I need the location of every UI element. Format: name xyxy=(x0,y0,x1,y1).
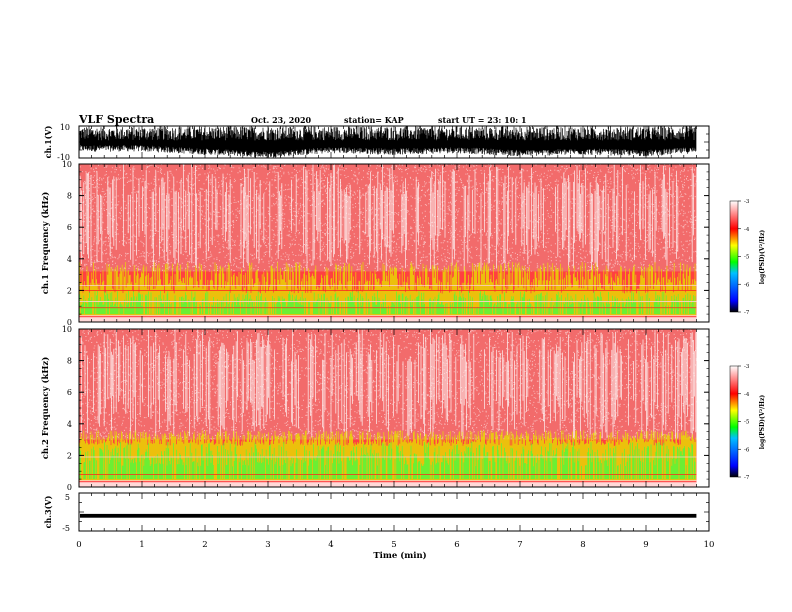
ytick-label: 2 xyxy=(67,451,72,460)
date-label: Oct. 23, 2020 xyxy=(251,115,312,125)
xtick-label: 8 xyxy=(580,540,585,550)
ytick-label: 4 xyxy=(67,420,72,429)
spectrogram-ch2-panel: 0 2 4 6 8 10 ch.2 Frequency (kHz) xyxy=(40,325,710,492)
colorbar-ch2-label: log(PSD)(V²/Hz) xyxy=(759,395,766,450)
ch3-ytick-bottom: -5 xyxy=(62,524,70,533)
xtick-label: 3 xyxy=(265,540,270,550)
ytick-label: 6 xyxy=(67,388,72,397)
xtick-label: 0 xyxy=(76,540,81,550)
ch2-spectrogram-ylabel: ch.2 Frequency (kHz) xyxy=(40,357,51,460)
ch3-waveform-ylabel: ch.3(V) xyxy=(43,495,53,528)
ytick-label: 10 xyxy=(62,325,72,334)
xtick-label: 1 xyxy=(139,540,144,550)
ch1-ytick-bottom: -10 xyxy=(57,153,70,162)
colorbar-tick-label: -6 xyxy=(744,282,750,288)
colorbar-tick-label: -7 xyxy=(744,475,750,481)
ytick-label: 6 xyxy=(67,223,72,232)
colorbar-tick-label: -6 xyxy=(744,447,750,453)
spectrogram-floor xyxy=(79,482,697,487)
x-axis-label: Time (min) xyxy=(373,550,426,561)
colorbar-tick-label: -4 xyxy=(744,227,750,233)
colorbar-tick-label: -5 xyxy=(744,420,750,426)
colorbar-tick-label: -3 xyxy=(744,199,750,205)
ytick-label: 2 xyxy=(67,286,72,295)
chart-title: VLF Spectra xyxy=(79,113,155,126)
xtick-label: 7 xyxy=(517,540,522,550)
ytick-label: 0 xyxy=(67,318,72,327)
ch1-ytick-top: 10 xyxy=(60,123,70,132)
ytick-label: 0 xyxy=(67,483,72,492)
waveform-ch3-trace xyxy=(80,513,697,518)
colorbar-ch1-label: log(PSD)(V²/Hz) xyxy=(759,230,766,285)
spectrogram-ch2-image xyxy=(78,328,698,487)
waveform-ch3-panel: 5 -5 ch.3(V) xyxy=(43,492,710,533)
spectrogram-ch1-image xyxy=(78,163,698,322)
ytick-label: 4 xyxy=(67,255,72,264)
xtick-label: 9 xyxy=(643,540,648,550)
ytick-label: 8 xyxy=(67,357,72,366)
time-x-axis: 0 1 2 3 4 5 6 7 8 9 10 xyxy=(76,126,714,550)
colorbar-tick-label: -5 xyxy=(744,255,750,261)
colorbar-tick-label: -3 xyxy=(744,364,750,370)
waveform-ch3-band xyxy=(80,513,697,518)
waveform-ch1-panel: 10 -10 ch.1(V) xyxy=(43,123,710,162)
start-time-label: start UT = 23: 10: 1 xyxy=(438,115,527,125)
ch1-spectrogram-ylabel: ch.1 Frequency (kHz) xyxy=(40,192,51,295)
waveform-ch1-line xyxy=(79,126,697,158)
ch3-ytick-top: 5 xyxy=(65,493,70,502)
xtick-label: 4 xyxy=(328,540,333,550)
spectrogram-white-streaks xyxy=(81,329,697,440)
colorbar-ch2: -3 -4 -5 -6 -7 log(PSD)(V²/Hz) xyxy=(729,364,766,481)
colorbar-ch1: -3 -4 -5 -6 -7 log(PSD)(V²/Hz) xyxy=(729,199,766,316)
colorbar-tick-label: -7 xyxy=(744,310,750,316)
xtick-label: 10 xyxy=(704,540,715,550)
xtick-label: 5 xyxy=(391,540,396,550)
waveform-ch1-trace xyxy=(79,126,697,158)
ytick-label: 8 xyxy=(67,192,72,201)
spectrogram-ch1-panel: 0 2 4 6 8 10 ch.1 Frequency (kHz) xyxy=(40,160,710,327)
spectrogram-floor xyxy=(79,317,697,322)
station-label: station= KAP xyxy=(344,115,404,125)
xtick-label: 6 xyxy=(454,540,459,550)
colorbar-tick-label: -4 xyxy=(744,392,750,398)
xtick-label: 2 xyxy=(202,540,207,550)
ch1-waveform-ylabel: ch.1(V) xyxy=(43,125,53,158)
ytick-label: 10 xyxy=(62,160,72,169)
